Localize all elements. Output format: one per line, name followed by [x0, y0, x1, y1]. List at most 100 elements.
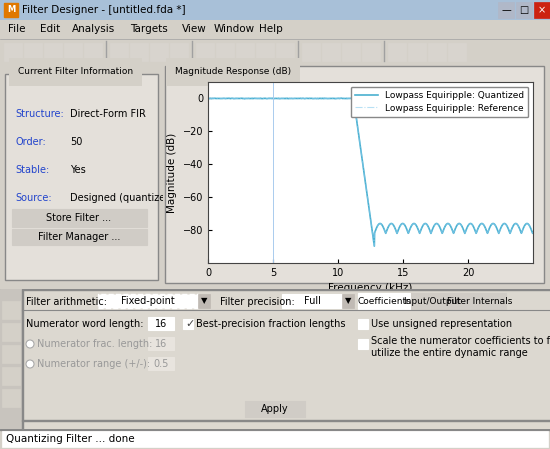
- Bar: [448, 43, 466, 61]
- Text: Input/Output: Input/Output: [403, 296, 461, 305]
- Text: Full: Full: [304, 296, 321, 306]
- Text: Filter Internals: Filter Internals: [447, 296, 513, 305]
- Text: Analysis: Analysis: [72, 24, 116, 34]
- Text: Structure:: Structure:: [15, 109, 64, 119]
- Text: Scale the numerator coefficients to fully: Scale the numerator coefficients to full…: [371, 336, 550, 346]
- Bar: [342, 43, 360, 61]
- Text: utilize the entire dynamic range: utilize the entire dynamic range: [371, 348, 528, 358]
- Lowpass Equiripple: Quantized: (0, 0.0362): Quantized: (0, 0.0362): [205, 96, 211, 101]
- Text: Magnitude Response (dB): Magnitude Response (dB): [175, 67, 291, 76]
- Lowpass Equiripple: Reference: (2.85, -0.0151): Reference: (2.85, -0.0151): [242, 96, 249, 101]
- Bar: [534, 2, 550, 18]
- Text: Current Filter Information: Current Filter Information: [18, 67, 133, 76]
- Bar: [516, 2, 532, 18]
- Bar: [0, 289, 22, 429]
- Text: —: —: [501, 5, 511, 15]
- Text: File: File: [8, 24, 25, 34]
- Bar: [198, 294, 210, 308]
- Text: Filter arithmetic:: Filter arithmetic:: [26, 297, 107, 307]
- Text: Source:: Source:: [15, 193, 52, 203]
- Text: Designed (quantized): Designed (quantized): [70, 193, 175, 203]
- Text: Numerator range (+/-):: Numerator range (+/-):: [37, 359, 150, 369]
- Bar: [454, 293, 506, 309]
- Bar: [498, 2, 514, 18]
- Bar: [388, 43, 406, 61]
- Text: 16: 16: [155, 319, 167, 329]
- Bar: [170, 43, 188, 61]
- Lowpass Equiripple: Reference: (9.59, -0.0227): Reference: (9.59, -0.0227): [329, 96, 336, 101]
- Text: ✓: ✓: [185, 319, 194, 329]
- Legend: Lowpass Equiripple: Quantized, Lowpass Equiripple: Reference: Lowpass Equiripple: Quantized, Lowpass E…: [350, 87, 529, 118]
- Bar: [358, 319, 368, 329]
- Bar: [362, 43, 380, 61]
- Text: Window: Window: [213, 24, 255, 34]
- Bar: [216, 43, 234, 61]
- Bar: [12, 209, 147, 227]
- Text: ▼: ▼: [201, 296, 207, 305]
- Y-axis label: Magnitude (dB): Magnitude (dB): [167, 132, 177, 213]
- Lowpass Equiripple: Quantized: (10.3, 0.185): Quantized: (10.3, 0.185): [338, 96, 345, 101]
- Lowpass Equiripple: Quantized: (25, -81.4): Quantized: (25, -81.4): [530, 230, 536, 235]
- Bar: [4, 3, 18, 17]
- Lowpass Equiripple: Reference: (10.7, 0.0272): Reference: (10.7, 0.0272): [344, 96, 350, 101]
- Bar: [322, 43, 340, 61]
- Text: 50: 50: [70, 137, 82, 147]
- Bar: [342, 294, 354, 308]
- Bar: [2, 389, 20, 407]
- Bar: [22, 420, 550, 421]
- Text: Stable:: Stable:: [15, 165, 50, 175]
- Text: 0.5: 0.5: [153, 359, 169, 369]
- Bar: [411, 293, 453, 309]
- Bar: [0, 429, 550, 430]
- Text: Filter precision:: Filter precision:: [220, 297, 295, 307]
- Text: Filter Manager ...: Filter Manager ...: [38, 232, 120, 242]
- Bar: [358, 293, 410, 309]
- Lowpass Equiripple: Reference: (10.3, 0.185): Reference: (10.3, 0.185): [338, 96, 345, 101]
- FancyBboxPatch shape: [165, 66, 544, 283]
- Lowpass Equiripple: Quantized: (12.8, -89.8): Quantized: (12.8, -89.8): [371, 243, 378, 249]
- Bar: [130, 43, 148, 61]
- Text: Order:: Order:: [15, 137, 46, 147]
- Lowpass Equiripple: Quantized: (21.8, -76.4): Quantized: (21.8, -76.4): [488, 221, 495, 227]
- Bar: [64, 43, 82, 61]
- Text: Apply: Apply: [261, 404, 289, 414]
- Bar: [236, 43, 254, 61]
- Lowpass Equiripple: Quantized: (10.7, 0.0272): Quantized: (10.7, 0.0272): [344, 96, 350, 101]
- Bar: [245, 401, 305, 417]
- Bar: [2, 345, 20, 363]
- Bar: [2, 367, 20, 385]
- Bar: [110, 43, 128, 61]
- Lowpass Equiripple: Reference: (21.8, -76.4): Reference: (21.8, -76.4): [488, 221, 495, 227]
- Text: Targets: Targets: [130, 24, 168, 34]
- Bar: [98, 294, 198, 308]
- Bar: [4, 43, 22, 61]
- Lowpass Equiripple: Reference: (24.5, -76): Reference: (24.5, -76): [524, 221, 530, 226]
- Bar: [282, 294, 342, 308]
- X-axis label: Frequency (kHz): Frequency (kHz): [328, 283, 412, 293]
- Bar: [2, 431, 548, 447]
- Circle shape: [26, 360, 34, 368]
- Bar: [12, 229, 147, 245]
- Lowpass Equiripple: Reference: (0, 0.0362): Reference: (0, 0.0362): [205, 96, 211, 101]
- Lowpass Equiripple: Reference: (4.33, 0.0874): Reference: (4.33, 0.0874): [261, 96, 268, 101]
- Text: Fixed-point: Fixed-point: [121, 296, 175, 306]
- Text: Yes: Yes: [70, 165, 86, 175]
- Lowpass Equiripple: Quantized: (2.85, -0.0151): Quantized: (2.85, -0.0151): [242, 96, 249, 101]
- Text: M: M: [7, 5, 15, 14]
- Text: Filter Designer - [untitled.fda *]: Filter Designer - [untitled.fda *]: [22, 5, 186, 15]
- Bar: [196, 43, 214, 61]
- Text: ×: ×: [538, 5, 546, 15]
- Text: Help: Help: [258, 24, 282, 34]
- Text: Use unsigned representation: Use unsigned representation: [371, 319, 512, 329]
- Circle shape: [26, 340, 34, 348]
- Bar: [2, 301, 20, 319]
- Bar: [2, 323, 20, 341]
- Text: ▼: ▼: [345, 296, 351, 305]
- Bar: [24, 43, 42, 61]
- Bar: [302, 43, 320, 61]
- Bar: [150, 43, 168, 61]
- Bar: [44, 43, 62, 61]
- Bar: [22, 289, 23, 429]
- Text: Numerator word length:: Numerator word length:: [26, 319, 144, 329]
- Lowpass Equiripple: Quantized: (9.59, -0.0227): Quantized: (9.59, -0.0227): [329, 96, 336, 101]
